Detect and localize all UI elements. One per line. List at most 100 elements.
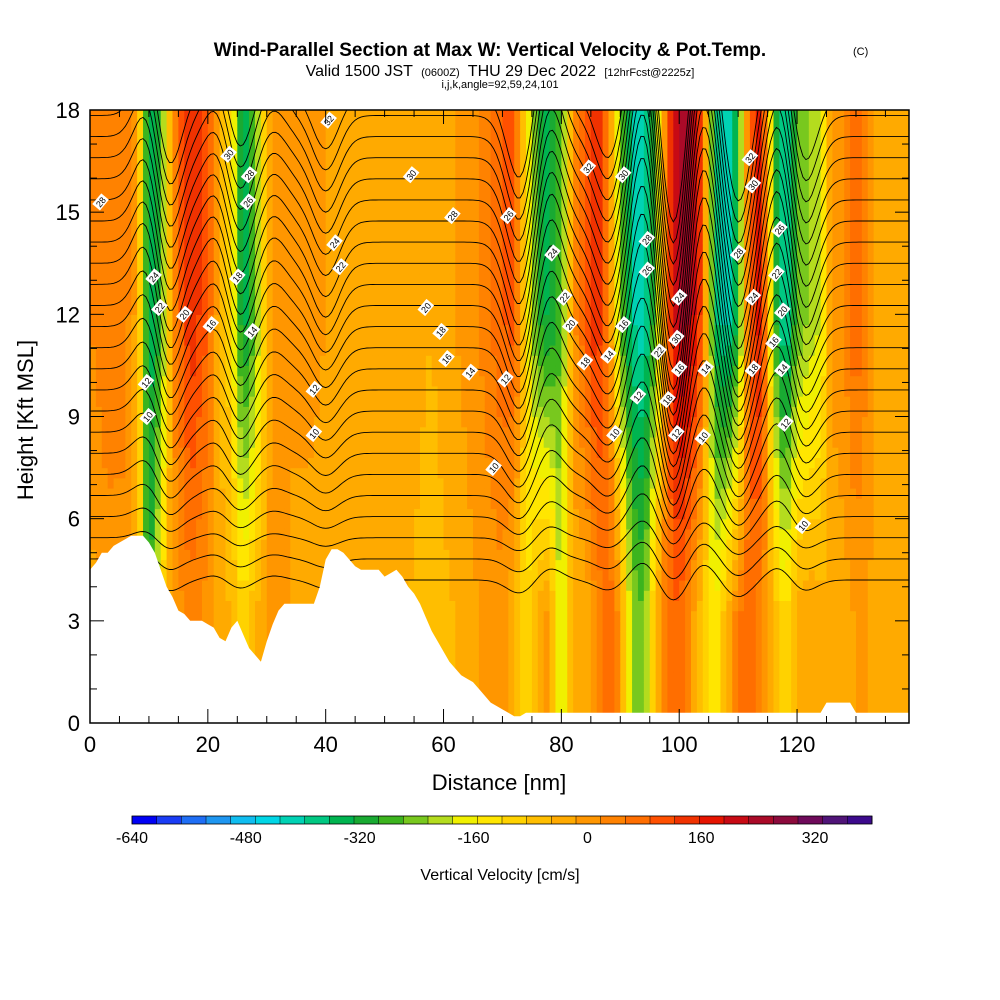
w-cell	[355, 539, 362, 550]
w-cell	[266, 263, 274, 275]
w-cell	[125, 324, 132, 336]
w-cell	[390, 467, 397, 479]
w-cell	[573, 651, 580, 663]
w-cell	[461, 344, 468, 356]
w-cell	[414, 488, 421, 499]
w-cell	[166, 212, 174, 223]
w-cell	[361, 120, 368, 132]
w-cell	[514, 161, 521, 172]
w-cell	[249, 396, 256, 407]
w-cell	[190, 610, 197, 622]
w-cell	[95, 130, 103, 142]
w-cell	[449, 130, 456, 142]
w-cell	[355, 314, 362, 326]
w-cell	[437, 620, 445, 632]
w-cell	[431, 355, 439, 367]
w-cell	[467, 140, 474, 152]
w-cell	[496, 631, 504, 642]
w-cell	[561, 671, 568, 683]
w-cell	[531, 467, 539, 479]
w-cell	[496, 416, 504, 428]
w-cell	[207, 161, 215, 172]
w-cell	[337, 447, 344, 458]
w-cell	[113, 110, 121, 121]
w-cell	[160, 212, 168, 223]
w-cell	[514, 549, 521, 561]
w-cell	[431, 457, 439, 469]
w-cell	[455, 253, 462, 264]
w-cell	[390, 242, 397, 254]
w-cell	[272, 579, 280, 591]
w-cell	[308, 242, 315, 254]
w-cell	[296, 334, 303, 346]
w-cell	[355, 140, 362, 152]
w-cell	[119, 222, 126, 234]
w-cell	[472, 406, 480, 418]
w-cell	[201, 314, 209, 326]
w-cell	[514, 488, 521, 499]
w-cell	[396, 150, 403, 162]
w-cell	[372, 161, 380, 172]
w-cell	[113, 508, 121, 520]
w-cell	[478, 559, 486, 571]
w-cell	[543, 344, 551, 356]
w-cell	[325, 365, 333, 377]
w-cell	[408, 344, 415, 356]
w-cell	[325, 498, 333, 510]
w-cell	[361, 212, 368, 223]
w-cell	[137, 436, 144, 448]
w-cell	[308, 273, 315, 285]
w-cell	[561, 314, 568, 326]
w-cell	[425, 334, 433, 346]
w-cell	[243, 467, 250, 479]
w-cell	[178, 293, 185, 305]
w-cell	[384, 171, 392, 183]
w-cell	[484, 130, 492, 142]
w-cell	[254, 528, 262, 540]
w-cell	[166, 569, 174, 581]
w-cell	[266, 293, 274, 305]
w-cell	[331, 191, 339, 203]
w-cell	[573, 569, 580, 581]
w-cell	[302, 222, 309, 234]
w-cell	[201, 385, 209, 397]
w-cell	[154, 498, 162, 510]
w-cell	[95, 242, 103, 254]
w-cell	[508, 385, 515, 397]
w-cell	[266, 140, 274, 152]
w-cell	[520, 314, 527, 326]
w-cell	[419, 191, 427, 203]
w-cell	[419, 579, 427, 591]
w-cell	[449, 528, 456, 540]
w-cell	[449, 201, 456, 213]
w-cell	[278, 488, 286, 499]
w-cell	[549, 702, 557, 714]
w-cell	[190, 488, 197, 499]
w-cell	[313, 344, 321, 356]
w-cell	[101, 355, 109, 367]
w-cell	[449, 253, 456, 264]
w-cell	[514, 518, 521, 530]
w-cell	[490, 263, 498, 275]
w-cell	[172, 396, 179, 407]
w-cell	[213, 518, 221, 530]
w-cell	[455, 620, 462, 632]
w-cell	[549, 631, 557, 642]
w-cell	[213, 406, 221, 418]
w-cell	[184, 590, 191, 601]
w-cell	[172, 416, 179, 428]
w-cell	[343, 140, 350, 152]
w-cell	[201, 528, 209, 540]
w-cell	[561, 130, 568, 142]
w-cell	[90, 508, 97, 520]
w-cell	[561, 702, 568, 714]
w-cell	[361, 365, 368, 377]
w-cell	[390, 283, 397, 295]
w-cell	[502, 140, 509, 152]
w-cell	[266, 222, 274, 234]
w-cell	[514, 222, 521, 234]
w-cell	[337, 334, 344, 346]
w-cell	[467, 344, 474, 356]
w-cell	[137, 344, 144, 356]
w-cell	[254, 579, 262, 591]
